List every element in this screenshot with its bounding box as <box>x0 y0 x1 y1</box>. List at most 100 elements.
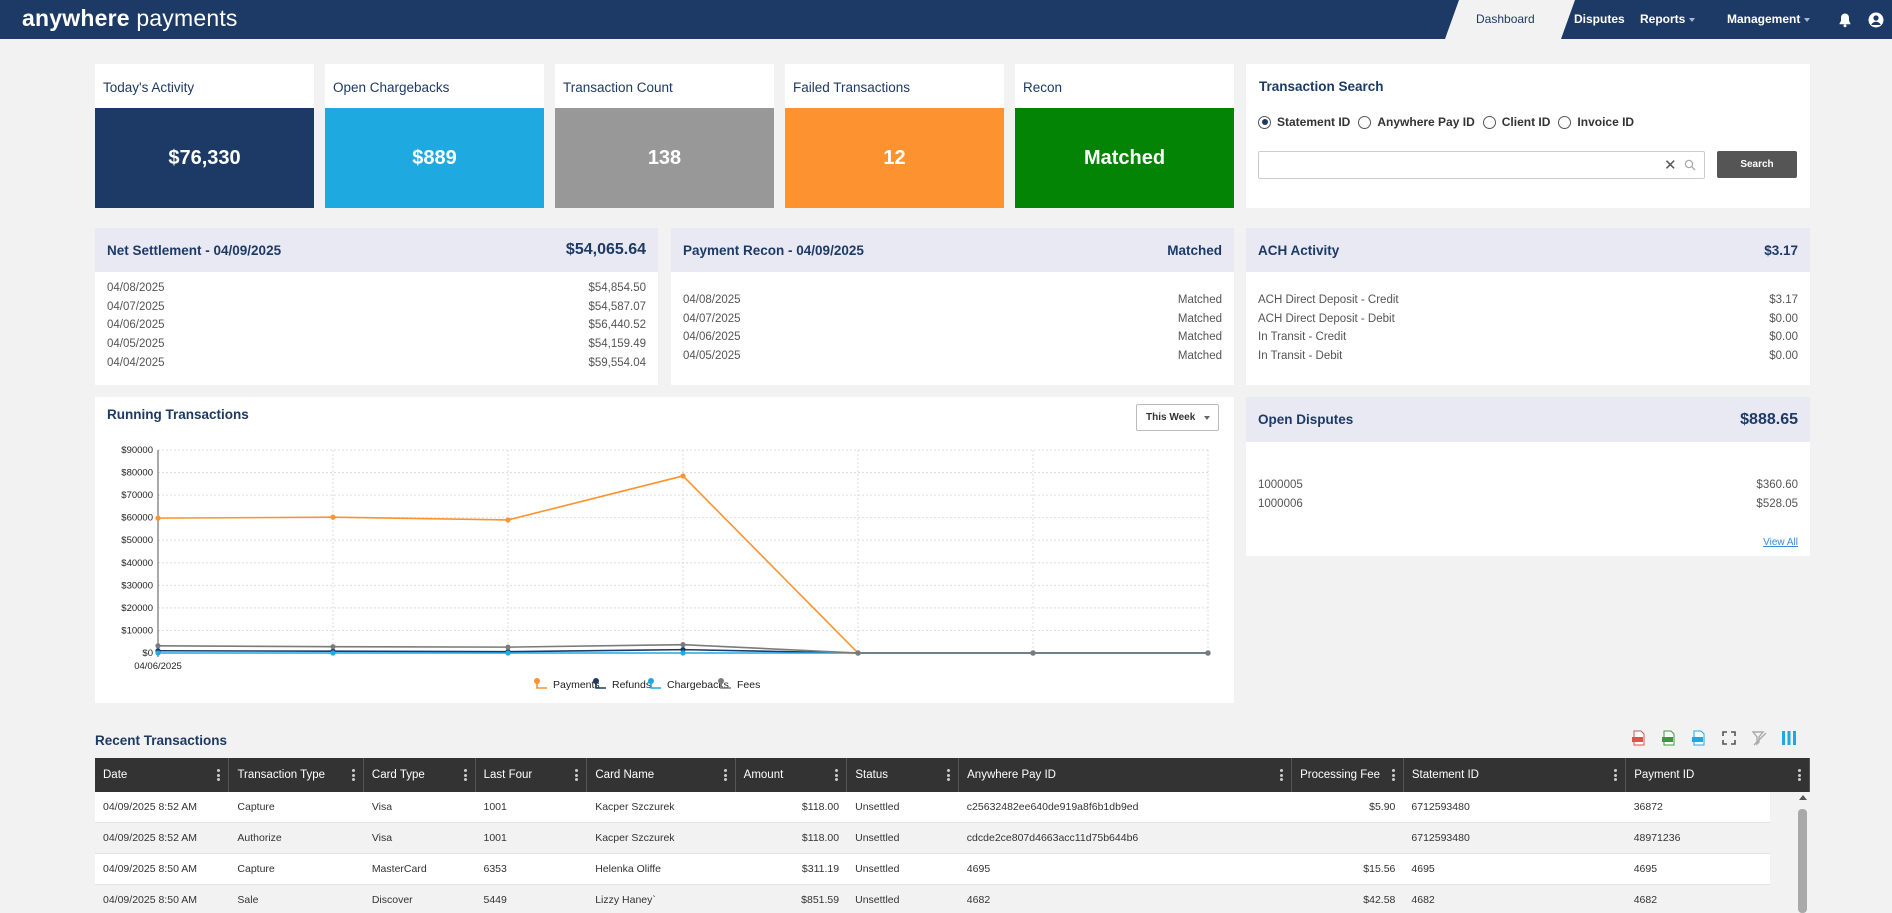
column-menu-icon[interactable] <box>463 769 467 781</box>
settlement-row: 04/06/2025 $56,440.52 <box>107 319 646 332</box>
nav-management[interactable]: Management <box>1727 12 1811 26</box>
kpi-failed-transactions[interactable]: Failed Transactions 12 <box>785 64 1004 208</box>
top-nav-bar: anywhere payments Dashboard Disputes Rep… <box>0 0 1892 39</box>
date-range-dropdown[interactable]: This Week <box>1136 404 1219 431</box>
payment-recon-header: Payment Recon - 04/09/2025 Matched <box>671 228 1234 272</box>
data-point-chargebacks <box>155 650 161 656</box>
legend-label-fees: Fees <box>737 679 760 691</box>
cell-processing-fee: $5.90 <box>1369 801 1396 813</box>
column-header-card-name[interactable]: Card Name <box>587 758 736 792</box>
search-icon[interactable] <box>1684 159 1696 171</box>
search-button[interactable]: Search <box>1717 151 1797 178</box>
bell-icon[interactable] <box>1837 12 1853 28</box>
cell-last-four: 6353 <box>483 863 507 875</box>
column-menu-icon[interactable] <box>351 769 355 781</box>
dispute-row[interactable]: 1000005 $360.60 <box>1258 479 1798 492</box>
column-header-payment-id[interactable]: Payment ID <box>1626 758 1811 792</box>
kpi-recon[interactable]: Recon Matched <box>1015 64 1234 208</box>
column-header-label: Processing Fee <box>1300 769 1381 781</box>
payment-recon-status: Matched <box>1167 242 1222 258</box>
running-transactions-panel: Running Transactions This Week $0 $10000 $… <box>95 397 1234 703</box>
kpi-value: 138 <box>555 108 774 208</box>
column-header-last-four[interactable]: Last Four <box>476 758 588 792</box>
cell-card-type: Discover <box>371 894 413 906</box>
y-tick-label: $80000 <box>121 468 153 479</box>
legend-line-payments <box>536 681 547 689</box>
column-header-label: Anywhere Pay ID <box>967 769 1056 781</box>
column-menu-icon[interactable] <box>217 769 221 781</box>
table-scrollbar[interactable] <box>1795 792 1810 913</box>
app-logo[interactable]: anywhere payments <box>22 5 238 31</box>
cell-card-type: Visa <box>371 801 393 813</box>
legend-line-fees <box>720 681 731 689</box>
scroll-thumb[interactable] <box>1798 809 1807 913</box>
ach-row: In Transit - Debit $0.00 <box>1258 350 1798 363</box>
ach-row: ACH Direct Deposit - Debit $0.00 <box>1258 312 1798 325</box>
kpi-transaction-count[interactable]: Transaction Count 138 <box>555 64 774 208</box>
nav-disputes[interactable]: Disputes <box>1574 12 1625 26</box>
column-header-processing-fee[interactable]: Processing Fee <box>1292 758 1404 792</box>
transaction-search-input[interactable] <box>1258 151 1705 179</box>
kpi-value: 12 <box>785 108 1004 208</box>
recent-transactions-title: Recent Transactions <box>95 733 228 748</box>
legend-label-refunds: Refunds <box>612 679 651 691</box>
column-header-status[interactable]: Status <box>847 758 960 792</box>
radio-client-id[interactable]: Client ID <box>1482 115 1550 129</box>
fullscreen-icon[interactable] <box>1720 729 1738 747</box>
pdf-icon[interactable] <box>1630 729 1648 747</box>
cell-statement-id: 6712593480 <box>1411 801 1470 813</box>
radio-statement-id[interactable]: Statement ID <box>1258 115 1350 129</box>
radio-invoice-id[interactable]: Invoice ID <box>1558 115 1634 129</box>
columns-icon[interactable] <box>1780 729 1798 747</box>
table-row[interactable]: 04/09/2025 8:52 AM Capture Visa 1001 Kacper … <box>95 792 1770 823</box>
column-header-anywhere-pay-id[interactable]: Anywhere Pay ID <box>959 758 1293 792</box>
chevron-down-icon <box>1804 17 1811 22</box>
kpi-title: Transaction Count <box>563 80 673 95</box>
table-row[interactable]: 04/09/2025 8:50 AM Capture MasterCard 6353 H… <box>95 854 1770 885</box>
ach-activity-list: ACH Direct Deposit - Credit $3.17 ACH Dir… <box>1246 272 1810 365</box>
csv-icon[interactable] <box>1690 729 1708 747</box>
column-menu-icon[interactable] <box>947 769 951 781</box>
column-header-date[interactable]: Date <box>95 758 230 792</box>
column-menu-icon[interactable] <box>835 769 839 781</box>
column-menu-icon[interactable] <box>1280 769 1284 781</box>
table-row[interactable]: 04/09/2025 8:50 AM Sale Discover 5449 Lizzy … <box>95 885 1770 913</box>
column-menu-icon[interactable] <box>1614 769 1618 781</box>
user-icon[interactable] <box>1868 12 1884 28</box>
data-point-fees <box>855 650 861 656</box>
column-menu-icon[interactable] <box>1391 769 1395 781</box>
recon-row: 04/06/2025 Matched <box>683 331 1222 344</box>
open-disputes-list: 1000005 $360.60 1000006 $528.05 <box>1246 442 1810 513</box>
kpi-open-chargebacks[interactable]: Open Chargebacks $889 <box>325 64 544 208</box>
column-header-statement-id[interactable]: Statement ID <box>1404 758 1627 792</box>
legend-line-refunds <box>595 681 606 689</box>
column-header-card-type[interactable]: Card Type <box>364 758 476 792</box>
table-row[interactable]: 04/09/2025 8:52 AM Authorize Visa 1001 Kacpe… <box>95 823 1770 854</box>
nav-dashboard[interactable]: Dashboard <box>1476 12 1535 26</box>
data-point-chargebacks <box>505 650 511 656</box>
column-header-transaction-type[interactable]: Transaction Type <box>229 758 364 792</box>
view-all-link[interactable]: View All <box>1763 537 1798 548</box>
nav-active-highlight <box>1445 0 1575 39</box>
filter-clear-icon[interactable] <box>1750 729 1768 747</box>
kpi-title: Today's Activity <box>103 80 195 95</box>
excel-icon[interactable] <box>1660 729 1678 747</box>
cell-status: Unsettled <box>855 832 900 844</box>
settlement-row: 04/08/2025 $54,854.50 <box>107 282 646 295</box>
radio-anywhere-pay-id[interactable]: Anywhere Pay ID <box>1358 115 1475 129</box>
kpi-todays-activity[interactable]: Today's Activity $76,330 <box>95 64 314 208</box>
column-menu-icon[interactable] <box>575 769 579 781</box>
column-header-amount[interactable]: Amount <box>736 758 848 792</box>
data-point-fees <box>1205 650 1211 656</box>
net-settlement-header: Net Settlement - 04/09/2025 $54,065.64 <box>95 228 658 272</box>
scroll-up-arrow-icon[interactable] <box>1799 795 1807 800</box>
dispute-row[interactable]: 1000006 $528.05 <box>1258 497 1798 510</box>
y-tick-label: $70000 <box>121 490 153 501</box>
radio-selected-icon <box>1258 115 1271 129</box>
column-header-label: Last Four <box>483 769 533 781</box>
column-menu-icon[interactable] <box>1798 769 1802 781</box>
data-point-chargebacks <box>330 650 336 656</box>
clear-icon[interactable]: ✕ <box>1664 157 1677 174</box>
nav-reports[interactable]: Reports <box>1640 12 1696 26</box>
column-menu-icon[interactable] <box>723 769 727 781</box>
